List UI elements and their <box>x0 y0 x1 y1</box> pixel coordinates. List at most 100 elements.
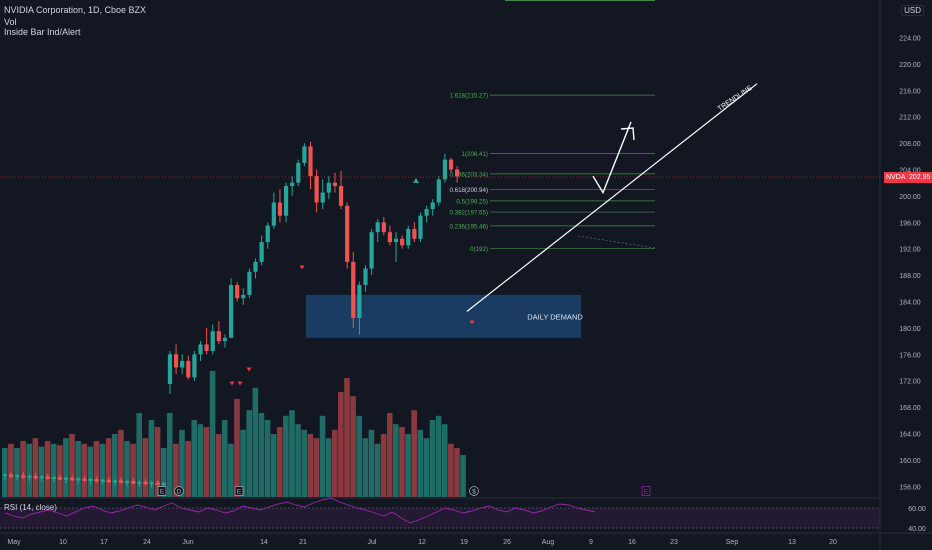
event-marker-label: E <box>237 489 242 496</box>
inside-bar-marker <box>469 320 475 325</box>
candle-body <box>118 480 124 483</box>
x-tick-label: Sep <box>726 539 739 546</box>
x-tick-label: Jun <box>182 539 193 546</box>
volume-bar <box>258 413 265 497</box>
candle-body <box>9 474 14 478</box>
indicator-legend[interactable]: Inside Bar Ind/Alert <box>4 27 81 37</box>
rsi-band <box>0 508 880 528</box>
dividend-marker[interactable] <box>469 486 479 496</box>
y-tick-label: 180.00 <box>899 326 921 333</box>
volume-bar <box>166 413 173 497</box>
projection-arrow[interactable] <box>592 121 632 195</box>
volume-bar <box>283 415 289 497</box>
fib-level-label: 0.786(203.34) <box>449 171 488 178</box>
volume-bar <box>441 424 448 497</box>
inside-bar-marker <box>229 381 235 386</box>
candle-body <box>167 354 173 384</box>
trendline-label: TRENDLINE <box>717 85 754 113</box>
y-tick-label: 156.00 <box>899 484 921 491</box>
candle-body <box>88 479 93 482</box>
candle-body <box>45 476 50 480</box>
trendline[interactable] <box>466 83 758 312</box>
volume-bar <box>460 455 466 497</box>
candle-body <box>283 186 289 216</box>
candle-body <box>216 331 221 342</box>
volume-bar <box>215 434 222 497</box>
volume-bar <box>411 410 417 497</box>
volume-bar <box>386 413 393 497</box>
candle-body <box>2 474 8 476</box>
volume-bar <box>429 420 436 497</box>
volume-bar <box>8 443 14 497</box>
volume-bar <box>130 443 136 497</box>
x-tick-label: 23 <box>670 539 678 546</box>
fib-level-label: 0.5(199.25) <box>456 198 488 205</box>
y-tick-label: 184.00 <box>899 300 921 307</box>
candle-body <box>277 202 283 216</box>
volume-legend[interactable]: Vol <box>4 17 17 27</box>
rsi-level-label: 60.00 <box>908 506 926 513</box>
y-tick-label: 204.00 <box>899 168 921 175</box>
volume-bar <box>118 429 124 497</box>
last-price-badge: NVDA 202.95 <box>884 172 932 183</box>
candle-body <box>430 202 435 210</box>
volume-bar <box>448 443 454 497</box>
volume-bar <box>185 441 191 497</box>
volume-bar <box>221 420 228 497</box>
candle-body <box>180 360 185 368</box>
volume-bar <box>405 434 411 497</box>
volume-bar <box>276 427 283 497</box>
earnings-marker[interactable] <box>641 486 651 496</box>
y-tick-label: 160.00 <box>899 458 921 465</box>
volume-bar <box>2 448 8 497</box>
volume-bar <box>246 410 252 497</box>
earnings-marker[interactable] <box>157 486 167 496</box>
volume-bar <box>148 420 155 497</box>
x-tick-label: 24 <box>143 539 151 546</box>
volume-bar <box>99 443 106 497</box>
y-tick-label: 168.00 <box>899 405 921 412</box>
x-tick-label: 9 <box>589 539 593 546</box>
volume-bar <box>380 434 387 497</box>
candle-body <box>351 261 356 318</box>
candle-body <box>51 477 56 480</box>
currency-label[interactable]: USD <box>901 5 924 16</box>
candle-body <box>222 337 228 342</box>
volume-bar <box>38 446 45 497</box>
volume-bar <box>93 441 100 497</box>
volume-bar <box>344 378 350 497</box>
rsi-line <box>4 497 596 524</box>
y-tick-label: 220.00 <box>899 62 921 69</box>
volume-bar <box>362 438 369 497</box>
candle-body <box>204 344 209 351</box>
candle-body <box>106 479 111 483</box>
x-tick-label: Jul <box>368 539 377 546</box>
candle-body <box>235 285 240 299</box>
dividend-marker[interactable] <box>174 486 184 496</box>
volume-bar <box>270 434 277 497</box>
candle-body <box>131 481 136 484</box>
candle-body <box>332 182 338 186</box>
candle-body <box>290 182 295 186</box>
candle-body <box>345 205 350 262</box>
symbol-legend[interactable]: NVIDIA Corporation, 1D, Cboe BZX <box>4 5 147 15</box>
rsi-level-label: 40.00 <box>908 526 926 533</box>
volume-bar <box>63 438 69 497</box>
candle-body <box>412 228 417 239</box>
volume-bar <box>301 429 307 497</box>
candle-body <box>15 475 20 478</box>
projection-dotted-line <box>577 235 656 249</box>
candle-body <box>241 294 246 299</box>
candle-body <box>296 162 301 183</box>
earnings-marker[interactable] <box>234 486 244 496</box>
candle-body <box>302 146 307 163</box>
candle-body <box>192 354 197 378</box>
candle-body <box>442 159 448 180</box>
rsi-legend[interactable]: RSI (14, close) <box>4 503 57 512</box>
volume-bar <box>75 441 81 497</box>
candle-body <box>143 481 148 485</box>
x-tick-label: 19 <box>460 539 468 546</box>
candle-body <box>21 475 26 478</box>
volume-bar <box>325 438 332 497</box>
